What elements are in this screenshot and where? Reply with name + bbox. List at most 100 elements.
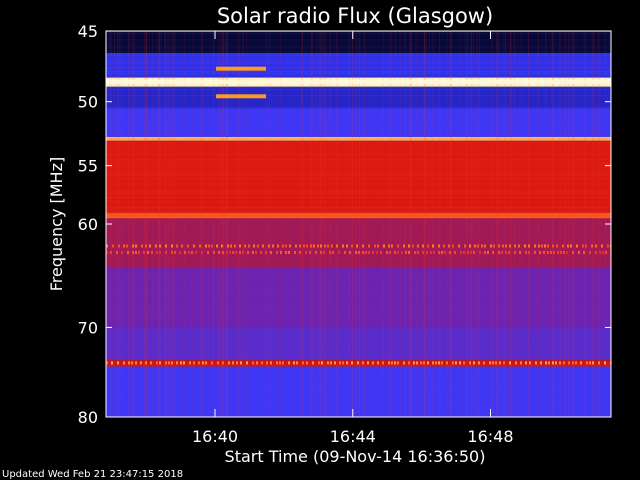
emission-dot: [188, 250, 190, 254]
emission-dot: [229, 250, 231, 254]
emission-dot: [493, 244, 495, 248]
texture-line: [106, 79, 611, 80]
emission-dot: [289, 244, 291, 248]
emission-dot: [296, 361, 298, 365]
texture-line: [106, 347, 611, 348]
emission-dot: [514, 250, 516, 254]
emission-dot: [367, 361, 369, 365]
emission-dot: [208, 244, 210, 248]
texture-line: [106, 255, 611, 256]
emission-dot: [524, 244, 526, 248]
emission-dot: [126, 244, 128, 248]
emission-dot: [583, 250, 585, 254]
emission-dot: [132, 244, 134, 248]
emission-dot: [469, 361, 471, 365]
emission-dot: [501, 250, 503, 254]
emission-dot: [234, 244, 236, 248]
texture-line: [106, 183, 611, 184]
emission-dot: [607, 244, 609, 248]
emission-dot: [339, 361, 341, 365]
texture-line: [106, 267, 611, 268]
texture-line: [106, 365, 611, 366]
emission-dot: [540, 361, 542, 365]
emission-dot: [246, 361, 248, 365]
emission-dot: [483, 361, 485, 365]
texture-line: [106, 179, 611, 180]
texture-streak: [450, 31, 452, 417]
texture-line: [106, 197, 611, 198]
emission-dot: [257, 244, 259, 248]
emission-dot: [299, 250, 301, 254]
emission-dot: [165, 244, 167, 248]
texture-streak: [351, 31, 353, 417]
emission-dot: [555, 361, 557, 365]
texture-line: [106, 295, 611, 296]
emission-dot: [106, 361, 108, 365]
texture-line: [106, 325, 611, 326]
emission-dot: [529, 361, 531, 365]
texture-streak: [242, 31, 244, 417]
texture-streak: [394, 31, 396, 417]
texture-line: [106, 41, 611, 42]
emission-dot: [145, 361, 147, 365]
texture-streak: [121, 31, 123, 417]
emission-dot: [217, 361, 219, 365]
emission-dot: [106, 250, 108, 254]
texture-line: [106, 37, 611, 38]
emission-dot: [342, 244, 344, 248]
texture-streak: [167, 31, 169, 417]
emission-dot: [232, 361, 234, 365]
emission-dot: [515, 361, 517, 365]
emission-dot: [226, 250, 228, 254]
emission-dot: [503, 361, 505, 365]
emission-dot: [388, 244, 390, 248]
emission-dot: [372, 361, 374, 365]
texture-streak: [311, 31, 313, 417]
texture-line: [106, 357, 611, 358]
y-tick-label: 70: [78, 318, 98, 337]
emission-dot: [382, 361, 384, 365]
texture-line: [106, 45, 611, 46]
emission-dot: [270, 361, 272, 365]
texture-streak: [134, 31, 136, 417]
emission-dot: [575, 361, 577, 365]
emission-dot: [349, 250, 351, 254]
texture-line: [106, 209, 611, 210]
emission-dot: [544, 244, 546, 248]
emission-dot: [505, 250, 507, 254]
texture-streak: [264, 31, 266, 417]
texture-streak: [572, 31, 574, 417]
texture-line: [106, 285, 611, 286]
texture-line: [106, 337, 611, 338]
emission-dot: [159, 361, 161, 365]
texture-streak: [325, 31, 327, 417]
y-tick-label: 80: [78, 408, 98, 427]
texture-streak: [545, 31, 547, 417]
emission-dot: [463, 250, 465, 254]
emission-dot: [570, 244, 572, 248]
emission-dot: [268, 244, 270, 248]
emission-dot: [426, 250, 428, 254]
emission-dot: [389, 250, 391, 254]
texture-streak: [156, 31, 158, 417]
emission-dot: [441, 250, 443, 254]
texture-line: [106, 61, 611, 62]
texture-line: [106, 303, 611, 304]
emission-dot: [498, 250, 500, 254]
emission-dot: [239, 250, 241, 254]
emission-dot: [201, 250, 203, 254]
texture-line: [106, 121, 611, 122]
texture-streak: [503, 31, 505, 417]
emission-dot: [452, 244, 454, 248]
texture-streak: [132, 31, 134, 417]
emission-dot: [320, 250, 322, 254]
emission-dot: [310, 244, 312, 248]
emission-dot: [365, 250, 367, 254]
emission-dot: [568, 361, 570, 365]
emission-dot: [176, 244, 178, 248]
emission-dot: [492, 250, 494, 254]
texture-streak: [145, 31, 147, 417]
emission-dot: [205, 244, 207, 248]
texture-line: [106, 171, 611, 172]
texture-line: [106, 239, 611, 240]
